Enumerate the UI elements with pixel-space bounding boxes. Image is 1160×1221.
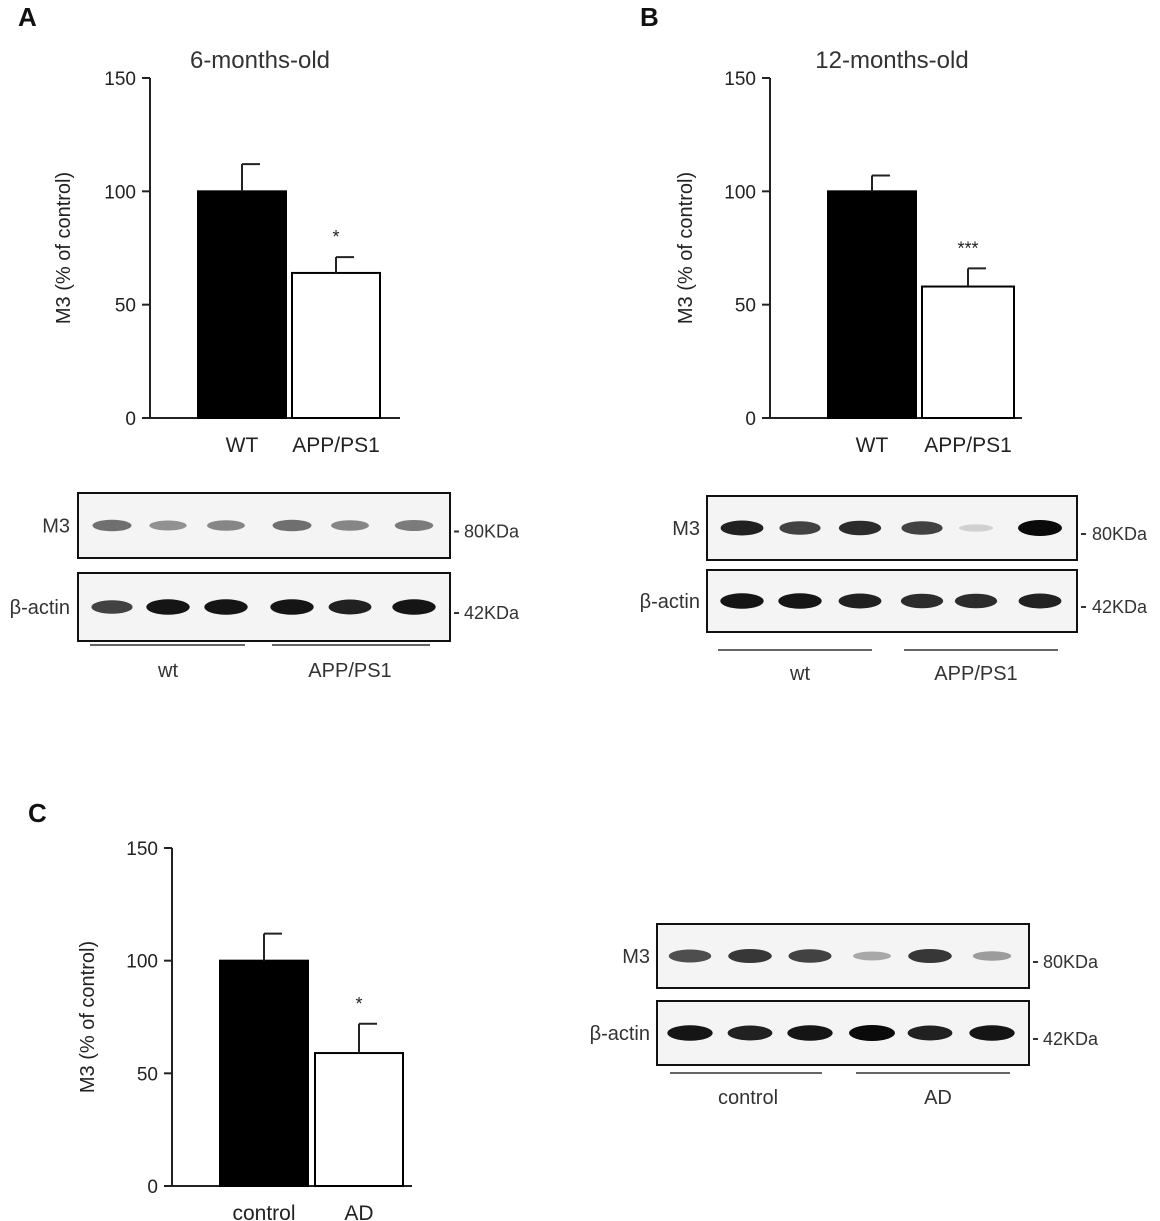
blot-frame (77, 572, 451, 642)
blot-band (91, 600, 133, 614)
blot-group-label: wt (157, 660, 178, 682)
blot-band (720, 520, 764, 536)
blot-row-label: M3 (622, 946, 650, 968)
significance-marker: * (355, 994, 362, 1014)
bar-1 (219, 959, 309, 1188)
blot-band (272, 519, 312, 532)
panel-letter: C (28, 798, 47, 828)
y-tick-label: 100 (724, 182, 756, 203)
bar-1 (827, 190, 917, 419)
y-tick-label: 100 (104, 182, 136, 203)
blot-frame (706, 495, 1078, 561)
blot-band (207, 520, 245, 531)
panel-letter: B (640, 2, 659, 32)
category-label: WT (226, 434, 259, 457)
blot-band (328, 599, 372, 615)
significance-marker: *** (957, 238, 978, 258)
panel-a: A 6-months-old 0 50 100 150 M3 (% of control) W… (10, 2, 520, 682)
y-tick-label: 0 (147, 1177, 158, 1198)
blot-band (331, 520, 369, 531)
bar-1 (197, 190, 287, 419)
blot-band (900, 593, 944, 609)
category-label: APP/PS1 (924, 434, 1012, 457)
blot-band (92, 519, 132, 532)
blot-group-label: AD (924, 1087, 952, 1109)
blot-frame (656, 923, 1030, 989)
blot-band (667, 1025, 713, 1041)
blot-band (972, 951, 1012, 961)
panel-b: B 12-months-old 0 50 100 150 M3 (% of control)… (640, 2, 1148, 685)
y-axis-label: M3 (% of control) (675, 172, 697, 324)
blot-band (204, 599, 248, 615)
blot-band (778, 593, 822, 609)
kda-label: 42KDa (1043, 1029, 1099, 1049)
kda-label: 80KDa (1092, 524, 1148, 544)
blot-band (146, 599, 190, 615)
y-tick-label: 150 (104, 69, 136, 90)
blot-band (901, 521, 943, 535)
category-label: WT (856, 434, 889, 457)
blot-band (779, 521, 821, 535)
blot-band (787, 1025, 833, 1041)
blot-row-label: β-actin (640, 591, 700, 613)
bar-2 (921, 285, 1015, 419)
blot-band (838, 520, 882, 536)
blot-band (954, 593, 998, 609)
significance-marker: * (332, 227, 339, 247)
bar-2 (314, 1052, 404, 1188)
blot-row-label: M3 (42, 516, 70, 538)
blot-band (149, 520, 187, 531)
chart-title: 6-months-old (190, 47, 330, 74)
panel-letter: A (18, 2, 37, 32)
blot-band (727, 1025, 773, 1041)
y-tick-label: 0 (125, 409, 136, 430)
blot-band (907, 1025, 953, 1041)
blot-band (394, 520, 434, 531)
category-label: control (232, 1202, 295, 1221)
blot-band (392, 599, 436, 615)
y-tick-label: 150 (724, 69, 756, 90)
blot-group-label: wt (789, 663, 810, 685)
blot-band (668, 949, 712, 963)
kda-label: 80KDa (464, 522, 520, 542)
blot-band (849, 1025, 895, 1041)
blot-group-label: APP/PS1 (934, 663, 1017, 685)
blot-band (720, 593, 764, 609)
y-tick-label: 50 (137, 1064, 158, 1085)
blot-row-label: M3 (672, 518, 700, 540)
kda-label: 80KDa (1043, 952, 1099, 972)
y-tick-label: 0 (745, 409, 756, 430)
blot-row-label: β-actin (10, 597, 70, 619)
blot-group-label: APP/PS1 (308, 660, 391, 682)
y-tick-label: 50 (115, 296, 136, 317)
blot-band (969, 1025, 1015, 1041)
blot-band (838, 593, 882, 609)
kda-label: 42KDa (464, 603, 520, 623)
y-tick-label: 50 (735, 296, 756, 317)
kda-label: 42KDa (1092, 597, 1148, 617)
chart-title: 12-months-old (815, 47, 968, 74)
y-tick-label: 150 (126, 839, 158, 860)
blot-band (788, 949, 832, 963)
blot-band (1018, 520, 1062, 536)
blot-frame (656, 1000, 1030, 1066)
blot-band (1018, 593, 1062, 609)
y-axis-label: M3 (% of control) (77, 941, 99, 1093)
category-label: AD (344, 1202, 373, 1221)
blot-band (958, 524, 994, 532)
panel-c: C 0 50 100 150 M3 (% of control) control * AD M3 8… (28, 798, 1099, 1221)
blot-row-label: β-actin (590, 1023, 650, 1045)
category-label: APP/PS1 (292, 434, 380, 457)
blot-band (728, 949, 772, 963)
blot-band (908, 949, 952, 963)
y-axis-label: M3 (% of control) (53, 172, 75, 324)
blot-group-label: control (718, 1087, 778, 1109)
blot-band (270, 599, 314, 615)
y-tick-label: 100 (126, 952, 158, 973)
blot-frame (706, 569, 1078, 633)
blot-band (853, 951, 891, 961)
bar-2 (291, 271, 381, 419)
blot-frame (77, 492, 451, 559)
